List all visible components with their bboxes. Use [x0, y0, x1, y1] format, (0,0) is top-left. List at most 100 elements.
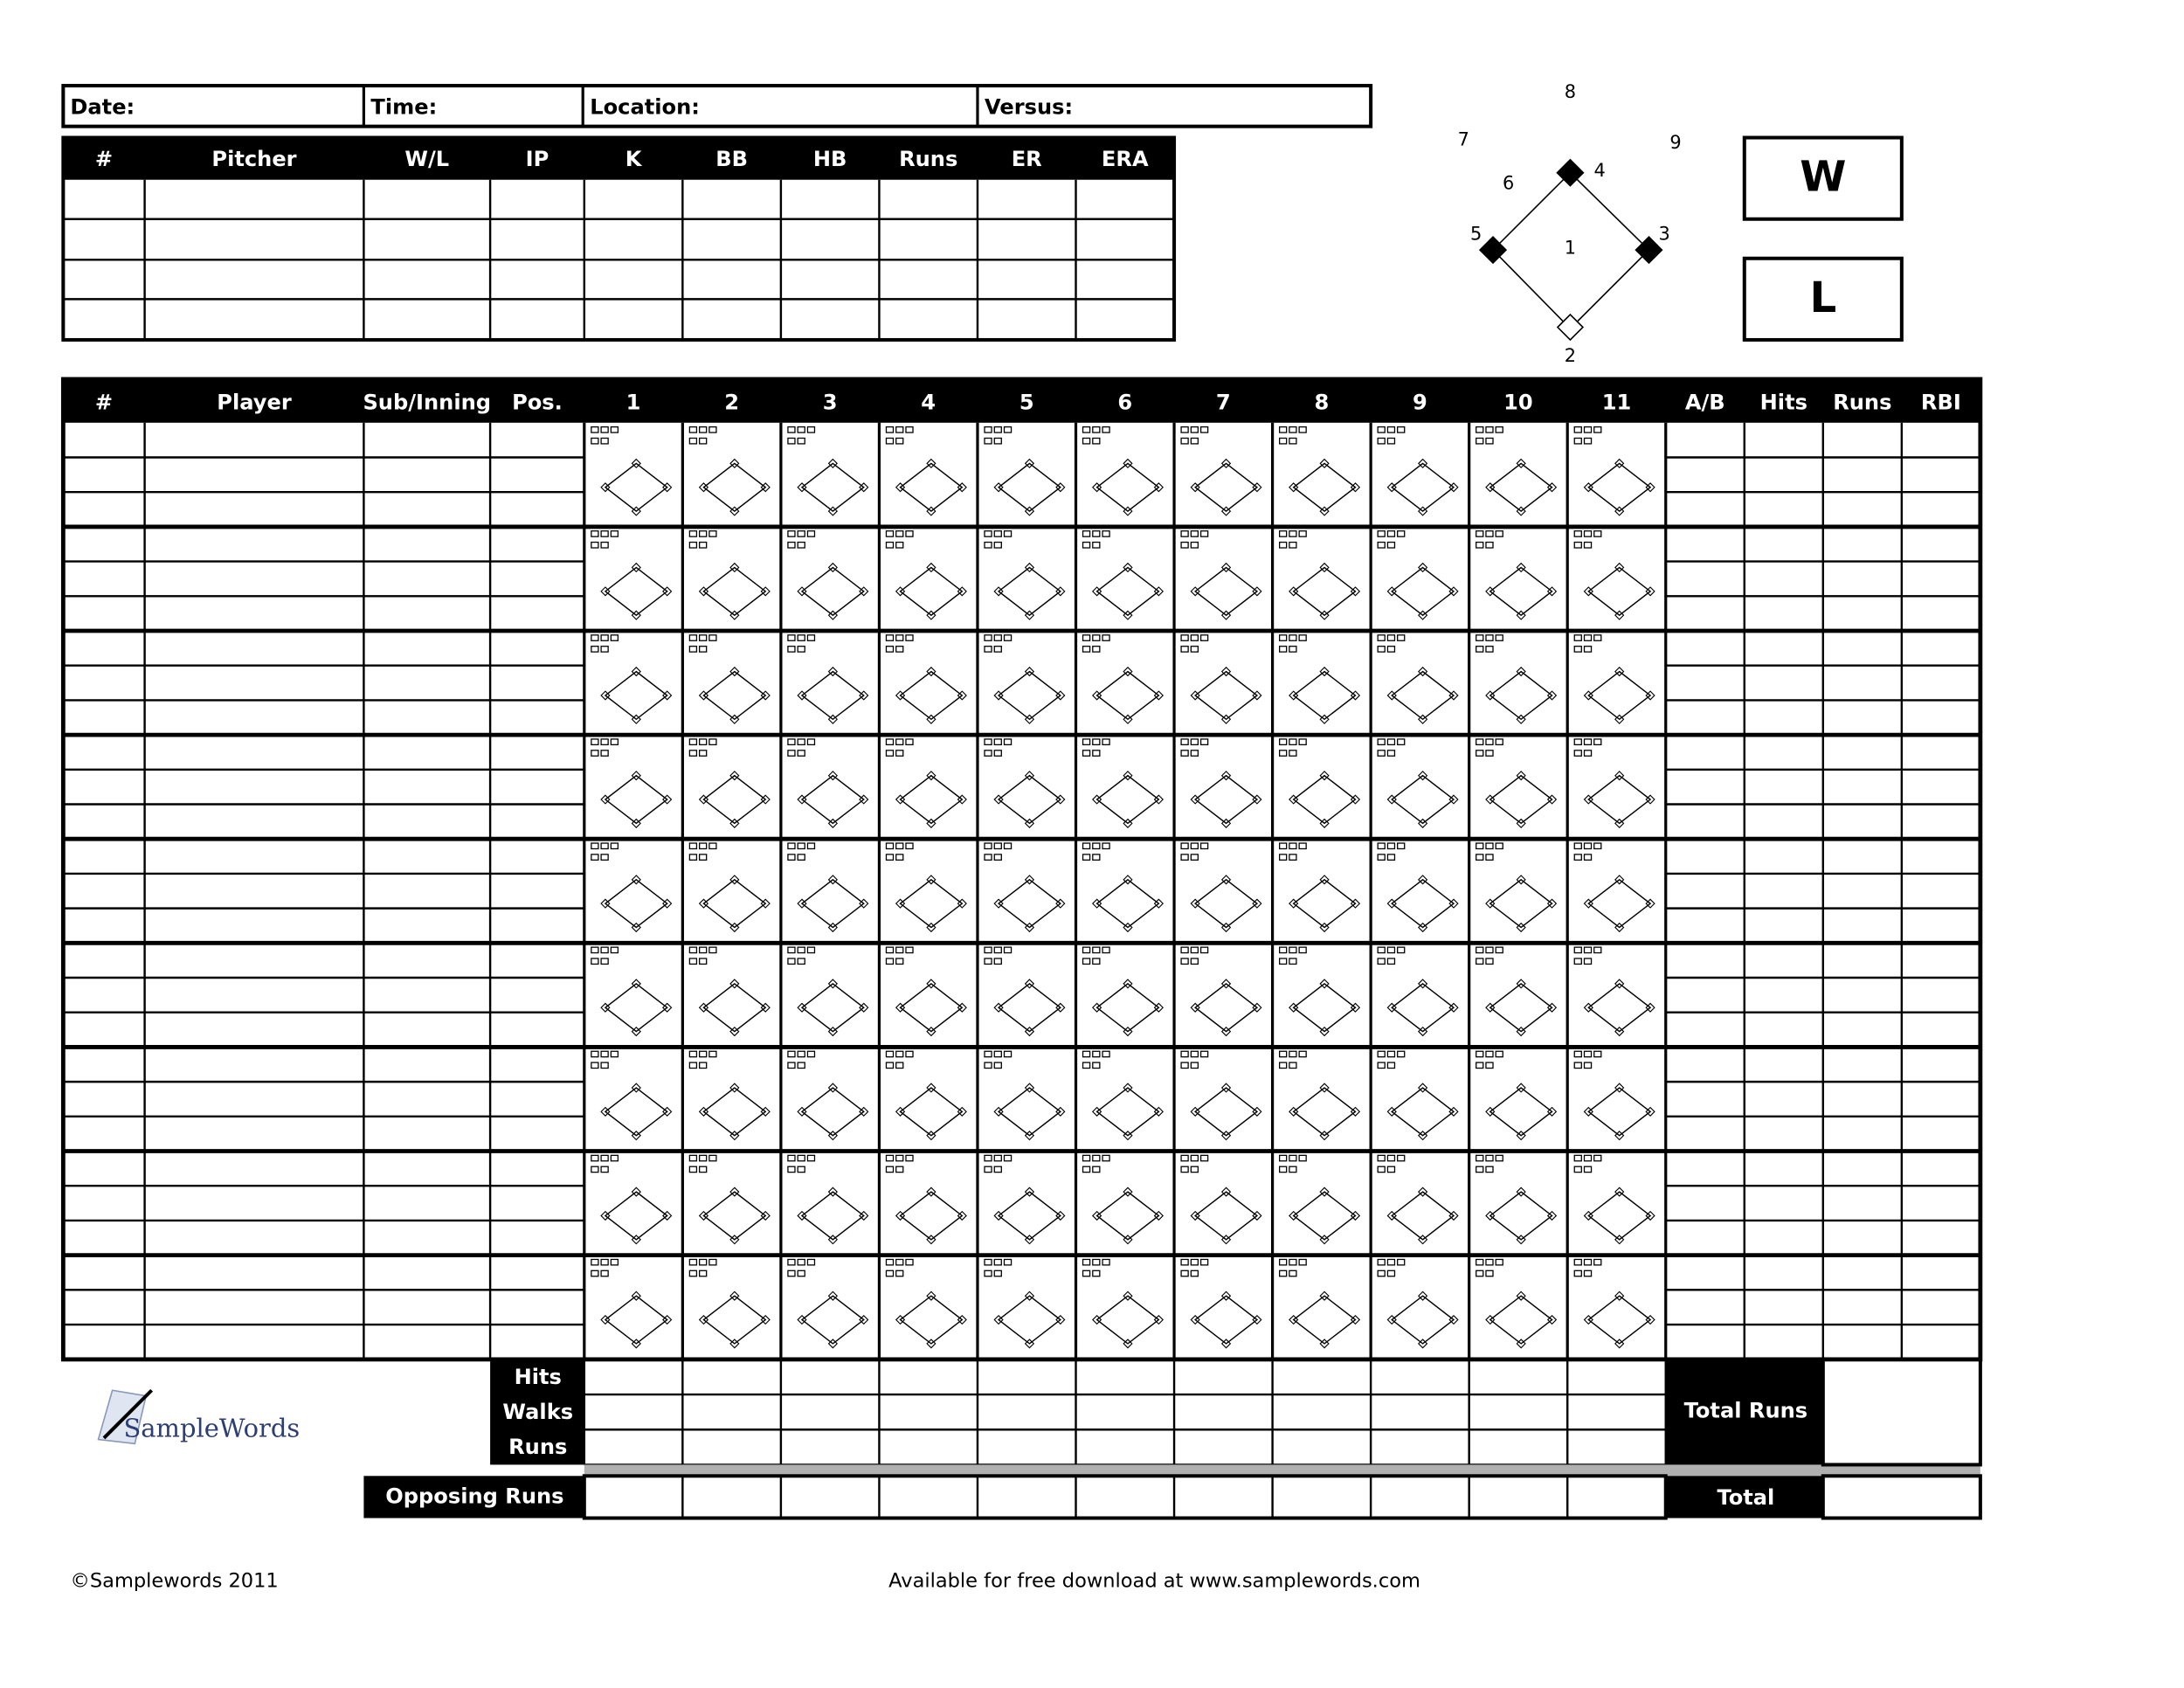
count-box	[1298, 1050, 1307, 1058]
count-box	[787, 842, 796, 850]
play-base	[1350, 1106, 1361, 1117]
play-diamond	[1193, 1191, 1259, 1241]
play-diamond	[1391, 670, 1455, 721]
play-base	[1485, 690, 1496, 701]
count-box	[984, 1050, 992, 1058]
play-base	[1485, 1002, 1496, 1013]
play-diamond	[1193, 670, 1259, 721]
play-base	[1153, 482, 1164, 493]
play-base	[827, 771, 838, 781]
play-base	[993, 1210, 1004, 1221]
count-box	[1092, 530, 1101, 537]
play-diamond	[997, 1191, 1062, 1241]
count-box	[1180, 1062, 1189, 1069]
count-box	[1573, 842, 1582, 850]
count-box	[1377, 1050, 1386, 1058]
count-box	[1593, 842, 1602, 850]
play-base	[662, 1002, 673, 1013]
play-base	[1024, 875, 1035, 885]
count-box	[1003, 738, 1013, 746]
count-box	[1377, 1166, 1386, 1173]
count-box	[1092, 1258, 1101, 1266]
count-box	[610, 634, 619, 641]
count-box	[1485, 646, 1494, 653]
count-box	[1386, 541, 1396, 549]
count-box	[1397, 946, 1406, 954]
play-base	[1153, 1106, 1164, 1117]
count-box	[806, 1050, 816, 1058]
play-base	[1123, 875, 1133, 885]
count-box	[1476, 1050, 1484, 1058]
play-base	[1417, 1083, 1428, 1093]
count-box	[1289, 1258, 1297, 1266]
play-base	[1092, 482, 1102, 493]
play-diamond	[1292, 462, 1357, 512]
play-base	[1516, 1186, 1526, 1197]
play-diamond	[1193, 774, 1259, 825]
play-diamond	[604, 462, 668, 512]
count-box	[787, 946, 796, 954]
play-base	[1645, 898, 1655, 909]
play-base	[926, 1026, 936, 1037]
count-box	[1289, 530, 1297, 537]
count-box	[610, 738, 619, 746]
play-base	[859, 1002, 869, 1013]
play-base	[827, 979, 838, 989]
count-box	[797, 437, 805, 445]
count-box	[797, 1166, 805, 1173]
count-box	[698, 1166, 708, 1173]
play-base	[1350, 690, 1361, 701]
play-base	[631, 610, 641, 620]
play-base	[1448, 586, 1459, 597]
count-box	[1583, 946, 1593, 954]
count-box	[1199, 1258, 1209, 1266]
play-base	[631, 506, 641, 516]
count-box	[1386, 1166, 1396, 1173]
play-base	[1289, 898, 1299, 909]
count-box	[1485, 634, 1494, 641]
play-base	[1190, 586, 1200, 597]
play-base	[1448, 794, 1459, 805]
play-base	[1546, 898, 1558, 909]
play-base	[729, 667, 740, 677]
count-box	[1386, 646, 1396, 653]
count-box	[1180, 1269, 1189, 1277]
count-box	[1386, 1258, 1396, 1266]
count-box	[698, 530, 708, 537]
play-diamond	[1391, 878, 1455, 929]
play-base	[662, 1106, 673, 1117]
count-box	[1583, 541, 1593, 549]
count-box	[1495, 634, 1503, 641]
play-base	[1350, 898, 1361, 909]
play-base	[1319, 1186, 1330, 1197]
play-base	[1546, 1106, 1558, 1117]
play-diamond	[1587, 566, 1652, 617]
play-base	[993, 794, 1004, 805]
count-box	[1583, 958, 1593, 965]
play-diamond	[1391, 1087, 1455, 1137]
play-base	[662, 794, 673, 805]
play-diamond	[800, 878, 865, 929]
count-box	[1298, 425, 1307, 433]
count-box	[1377, 750, 1386, 757]
play-base	[827, 1131, 838, 1141]
count-box	[895, 842, 904, 850]
play-base	[631, 1235, 641, 1245]
play-base	[1546, 1002, 1558, 1013]
play-base	[1092, 1002, 1102, 1013]
play-base	[859, 1210, 869, 1221]
play-diamond	[1391, 1191, 1455, 1241]
count-box	[1397, 425, 1406, 433]
play-base	[926, 1083, 936, 1093]
count-box	[984, 854, 992, 861]
play-base	[926, 1339, 936, 1349]
count-box	[1190, 854, 1199, 861]
count-box	[591, 946, 599, 954]
count-box	[1485, 738, 1494, 746]
play-base	[729, 1290, 740, 1301]
play-base	[1583, 1210, 1593, 1221]
play-base	[1220, 922, 1232, 933]
count-box	[1199, 738, 1209, 746]
play-base	[1319, 1131, 1330, 1141]
